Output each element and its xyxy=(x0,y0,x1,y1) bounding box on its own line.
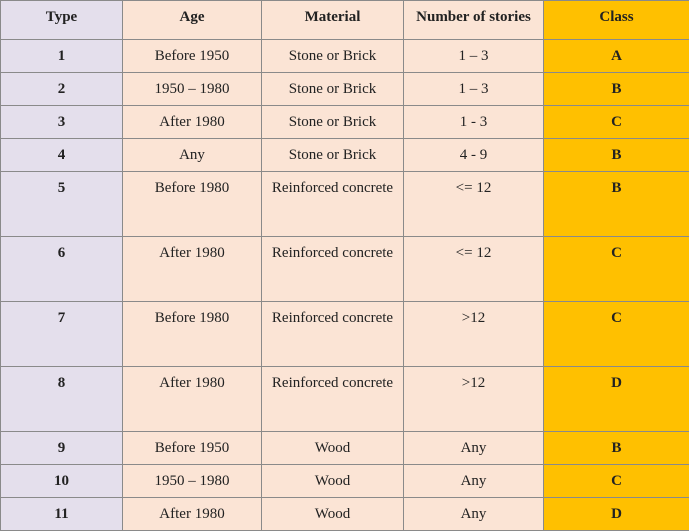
cell-stories: Any xyxy=(403,464,544,498)
cell-age: After 1980 xyxy=(122,497,262,531)
cell-stories: Any xyxy=(403,497,544,531)
cell-material: Stone or Brick xyxy=(261,105,404,139)
header-class: Class xyxy=(543,0,689,40)
table-row: 9 Before 1950 Wood Any B xyxy=(0,431,689,465)
header-age: Age xyxy=(122,0,262,40)
cell-type: 1 xyxy=(0,39,123,73)
header-material: Material xyxy=(261,0,404,40)
cell-age: Before 1950 xyxy=(122,431,262,465)
header-stories: Number of stories xyxy=(403,0,544,40)
cell-material: Stone or Brick xyxy=(261,138,404,172)
cell-class: D xyxy=(543,366,689,432)
cell-class: B xyxy=(543,72,689,106)
cell-material: Reinforced concrete xyxy=(261,366,404,432)
table-row: 10 1950 – 1980 Wood Any C xyxy=(0,464,689,498)
cell-age: Before 1950 xyxy=(122,39,262,73)
cell-class: C xyxy=(543,236,689,302)
cell-material: Wood xyxy=(261,497,404,531)
cell-stories: Any xyxy=(403,431,544,465)
cell-type: 5 xyxy=(0,171,123,237)
table-row: 5 Before 1980 Reinforced concrete <= 12 B xyxy=(0,171,689,237)
cell-class: C xyxy=(543,105,689,139)
cell-age: 1950 – 1980 xyxy=(122,72,262,106)
cell-age: After 1980 xyxy=(122,236,262,302)
table-row: 11 After 1980 Wood Any D xyxy=(0,497,689,531)
cell-material: Stone or Brick xyxy=(261,72,404,106)
cell-stories: >12 xyxy=(403,301,544,367)
cell-class: B xyxy=(543,431,689,465)
cell-age: 1950 – 1980 xyxy=(122,464,262,498)
cell-class: C xyxy=(543,301,689,367)
cell-stories: 1 – 3 xyxy=(403,39,544,73)
cell-type: 4 xyxy=(0,138,123,172)
cell-stories: 1 - 3 xyxy=(403,105,544,139)
table-row: 6 After 1980 Reinforced concrete <= 12 C xyxy=(0,236,689,302)
table-row: 7 Before 1980 Reinforced concrete >12 C xyxy=(0,301,689,367)
cell-material: Stone or Brick xyxy=(261,39,404,73)
cell-age: Before 1980 xyxy=(122,171,262,237)
cell-type: 6 xyxy=(0,236,123,302)
cell-age: Before 1980 xyxy=(122,301,262,367)
cell-material: Reinforced concrete xyxy=(261,171,404,237)
cell-type: 10 xyxy=(0,464,123,498)
cell-stories: <= 12 xyxy=(403,236,544,302)
cell-material: Reinforced concrete xyxy=(261,301,404,367)
cell-type: 2 xyxy=(0,72,123,106)
table-row: 8 After 1980 Reinforced concrete >12 D xyxy=(0,366,689,432)
cell-type: 11 xyxy=(0,497,123,531)
cell-type: 7 xyxy=(0,301,123,367)
cell-class: B xyxy=(543,171,689,237)
cell-age: After 1980 xyxy=(122,366,262,432)
cell-stories: 4 - 9 xyxy=(403,138,544,172)
cell-type: 3 xyxy=(0,105,123,139)
cell-type: 8 xyxy=(0,366,123,432)
cell-age: Any xyxy=(122,138,262,172)
cell-class: A xyxy=(543,39,689,73)
cell-age: After 1980 xyxy=(122,105,262,139)
cell-stories: <= 12 xyxy=(403,171,544,237)
header-row: Type Age Material Number of stories Clas… xyxy=(0,0,689,40)
header-type: Type xyxy=(0,0,123,40)
cell-class: C xyxy=(543,464,689,498)
cell-type: 9 xyxy=(0,431,123,465)
cell-material: Reinforced concrete xyxy=(261,236,404,302)
cell-stories: 1 – 3 xyxy=(403,72,544,106)
cell-class: B xyxy=(543,138,689,172)
cell-stories: >12 xyxy=(403,366,544,432)
cell-class: D xyxy=(543,497,689,531)
cell-material: Wood xyxy=(261,431,404,465)
cell-material: Wood xyxy=(261,464,404,498)
